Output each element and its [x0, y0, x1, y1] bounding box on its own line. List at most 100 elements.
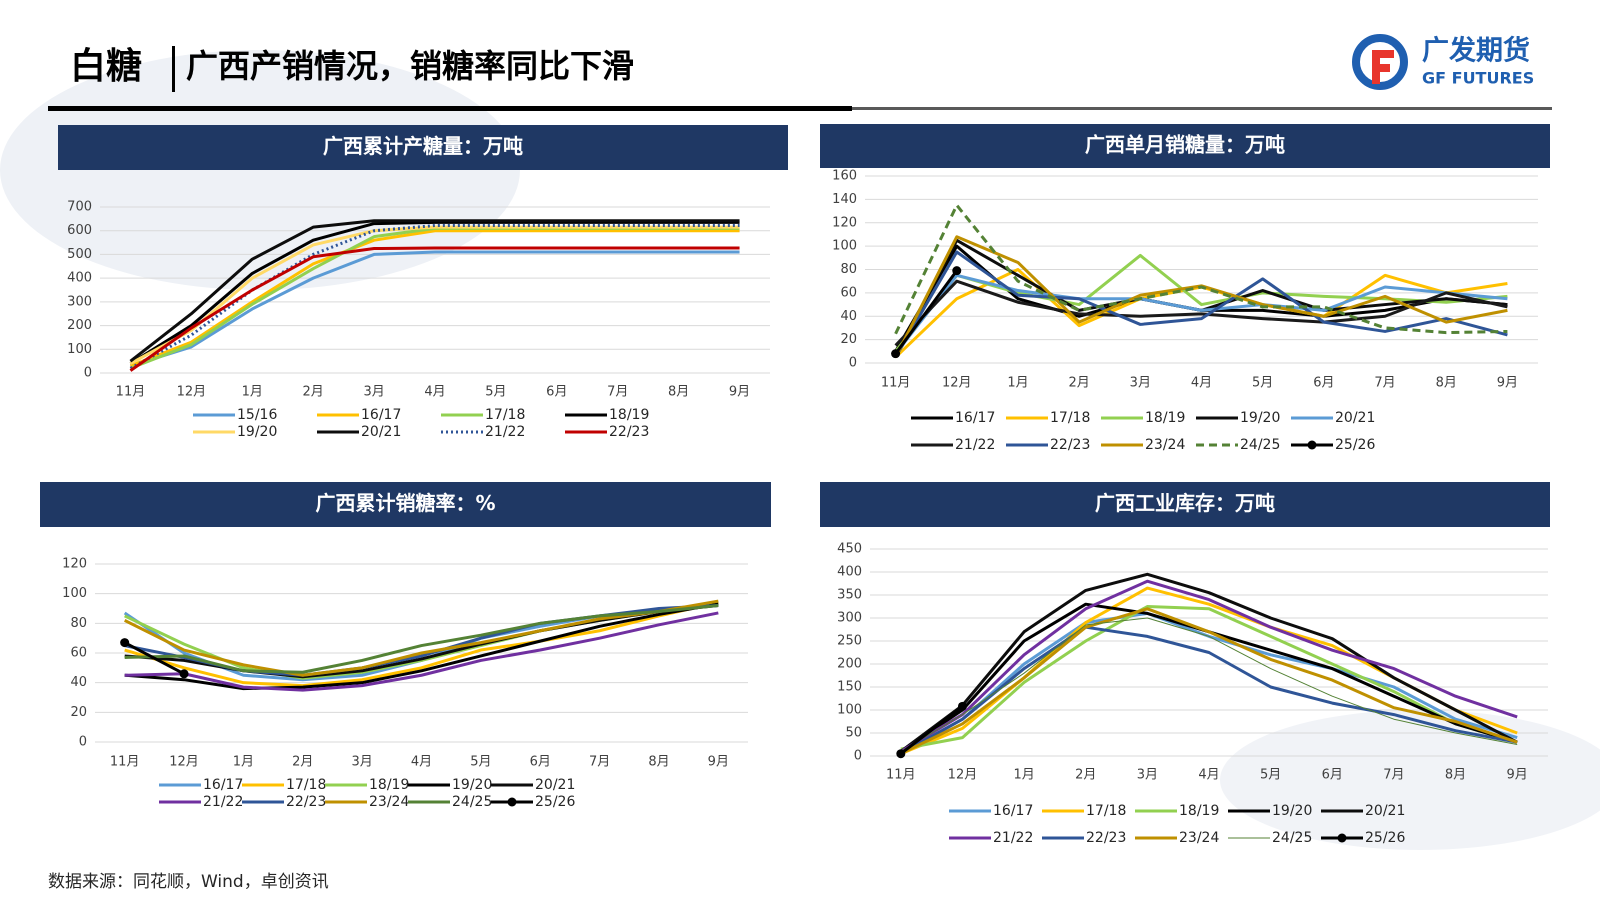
legend-label: 16/17 [361, 407, 401, 423]
x-tick-label: 6月 [1322, 768, 1343, 783]
x-tick-label: 9月 [729, 385, 750, 400]
chart-title: 广西单月销糖量：万吨 [1085, 133, 1285, 157]
y-tick-label: 40 [70, 675, 87, 690]
legend-label: 20/21 [361, 424, 401, 440]
legend-label: 20/21 [1335, 410, 1375, 426]
legend-label: 23/24 [1145, 437, 1185, 453]
y-tick-label: 350 [837, 588, 862, 603]
logo-en: GF FUTURES [1422, 69, 1534, 88]
background-swoosh [1220, 710, 1600, 850]
series-line [124, 599, 719, 677]
header-divider [172, 46, 175, 92]
legend-label: 19/20 [452, 777, 492, 793]
legend-label: 18/19 [609, 407, 649, 423]
x-tick-label: 4月 [1191, 376, 1212, 391]
y-tick-label: 0 [79, 735, 87, 750]
x-tick-label: 6月 [546, 385, 567, 400]
y-tick-label: 20 [840, 332, 857, 347]
x-tick-label: 1月 [233, 755, 254, 770]
series-line [123, 641, 185, 676]
x-tick-label: 12月 [177, 385, 207, 400]
legend-label: 25/26 [1335, 437, 1375, 453]
legend-label: 18/19 [1145, 410, 1185, 426]
x-tick-label: 2月 [1075, 768, 1096, 783]
legend-label: 21/22 [485, 424, 525, 440]
x-tick-label: 9月 [708, 755, 729, 770]
logo-icon [1352, 34, 1408, 90]
legend-label: 23/24 [1179, 830, 1219, 846]
series-line [900, 617, 1518, 752]
x-tick-label: 11月 [116, 385, 146, 400]
chart-title-bar [820, 482, 1550, 527]
x-tick-label: 7月 [607, 385, 628, 400]
x-tick-label: 4月 [424, 385, 445, 400]
series-line [124, 602, 719, 691]
series-line [900, 605, 1518, 751]
x-tick-label: 1月 [1013, 768, 1034, 783]
y-tick-label: 400 [67, 271, 92, 286]
x-tick-label: 5月 [485, 385, 506, 400]
point [891, 349, 901, 359]
legend-label: 19/20 [237, 424, 277, 440]
legend-label: 16/17 [993, 803, 1033, 819]
chart-title-bar [40, 482, 771, 527]
x-tick-label: 12月 [169, 755, 199, 770]
series-line [129, 229, 740, 368]
x-tick-label: 5月 [1260, 768, 1281, 783]
y-tick-label: 20 [70, 705, 87, 720]
x-tick-label: 7月 [1374, 376, 1395, 391]
legend-label: 17/18 [485, 407, 525, 423]
y-tick-label: 120 [832, 215, 857, 230]
y-tick-label: 200 [837, 657, 862, 672]
x-tick-label: 4月 [411, 755, 432, 770]
y-tick-label: 250 [837, 634, 862, 649]
y-tick-label: 100 [62, 586, 87, 601]
y-tick-label: 600 [67, 223, 92, 238]
y-tick-label: 200 [67, 318, 92, 333]
x-tick-label: 6月 [530, 755, 551, 770]
x-tick-label: 4月 [1198, 768, 1219, 783]
x-tick-label: 8月 [648, 755, 669, 770]
y-tick-label: 60 [840, 285, 857, 300]
x-tick-label: 3月 [1130, 376, 1151, 391]
x-tick-label: 9月 [1497, 376, 1518, 391]
y-tick-label: 80 [840, 262, 857, 277]
x-tick-label: 2月 [292, 755, 313, 770]
y-tick-label: 120 [62, 557, 87, 572]
y-tick-label: 0 [849, 356, 857, 371]
x-tick-label: 7月 [589, 755, 610, 770]
y-tick-label: 400 [837, 565, 862, 580]
chart-title: 广西累计产糖量：万吨 [323, 134, 523, 158]
legend-label: 25/26 [1365, 830, 1405, 846]
point [179, 669, 189, 679]
legend-label: 25/26 [535, 794, 575, 810]
x-tick-label: 9月 [1507, 768, 1528, 783]
series-line [894, 269, 958, 355]
series-line [900, 607, 1518, 756]
legend-label: 22/23 [1050, 437, 1090, 453]
y-tick-label: 300 [67, 294, 92, 309]
footer-source: 数据来源：同花顺，Wind，卓创资讯 [48, 872, 329, 892]
y-tick-label: 100 [832, 239, 857, 254]
x-tick-label: 3月 [351, 755, 372, 770]
legend-marker [507, 797, 517, 807]
point [952, 266, 962, 276]
series-line [900, 625, 1518, 756]
series-line [129, 225, 740, 365]
legend-label: 23/24 [369, 794, 409, 810]
series-line [899, 572, 1518, 753]
chart-title-bar [58, 125, 788, 170]
x-tick-label: 8月 [668, 385, 689, 400]
header-rule [852, 107, 1552, 110]
series-line [894, 235, 1508, 358]
legend-label: 17/18 [1050, 410, 1090, 426]
series-line [129, 223, 740, 370]
x-tick-label: 3月 [1137, 768, 1158, 783]
legend-marker [1307, 440, 1317, 450]
legend-label: 24/25 [452, 794, 492, 810]
chart-title-bar [820, 124, 1550, 168]
legend-marker [1337, 833, 1347, 843]
series-line [130, 250, 740, 368]
y-tick-label: 140 [832, 192, 857, 207]
